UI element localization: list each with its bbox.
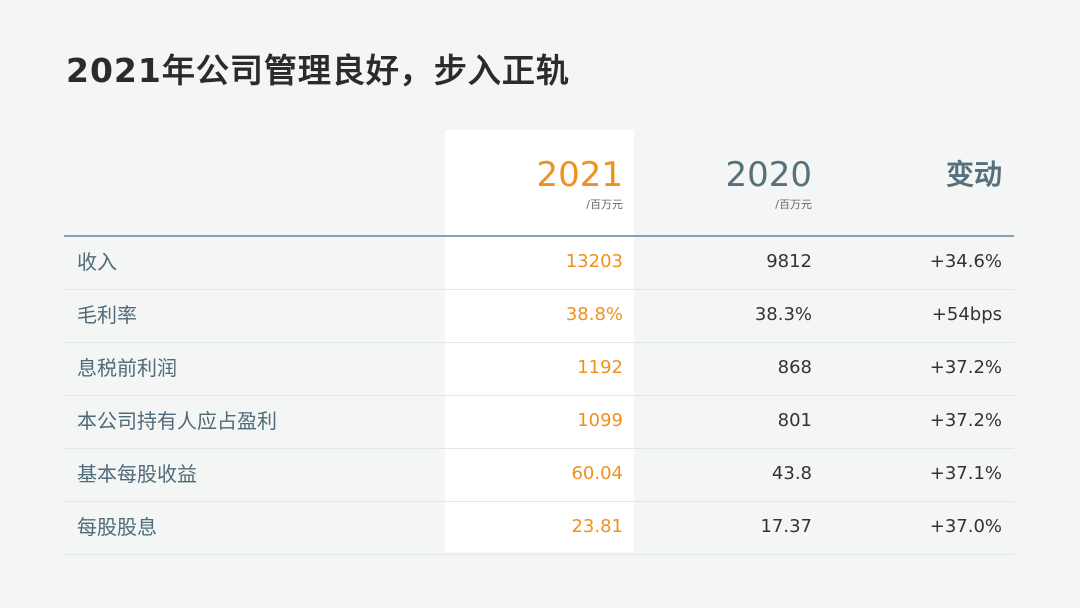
cell-2020: 9812	[766, 251, 812, 272]
row-label: 每股股息	[77, 515, 157, 539]
financial-table-body: 收入 13203 9812 +34.6% 毛利率 38.8% 38.3% +54…	[64, 237, 1014, 555]
cell-2020: 17.37	[760, 516, 812, 537]
table-row: 收入 13203 9812 +34.6%	[64, 237, 1014, 290]
table-row: 息税前利润 1192 868 +37.2%	[64, 343, 1014, 396]
column-header-2020-unit: /百万元	[775, 198, 812, 211]
cell-change: +34.6%	[929, 251, 1002, 272]
header-divider	[64, 235, 1014, 237]
column-highlight-2021	[445, 130, 634, 552]
column-header-2021: 2021 /百万元	[445, 158, 623, 212]
cell-2020: 868	[777, 357, 812, 378]
column-header-2020-label: 2020	[725, 155, 812, 195]
row-label: 毛利率	[77, 303, 137, 327]
cell-change: +54bps	[931, 304, 1002, 325]
page-title: 2021年公司管理良好，步入正轨	[66, 51, 570, 90]
column-header-2021-label: 2021	[536, 155, 623, 195]
row-label: 基本每股收益	[77, 462, 197, 486]
column-header-change: 变动	[812, 158, 1002, 192]
cell-2021: 13203	[565, 251, 623, 272]
cell-2021: 1099	[577, 410, 623, 431]
column-header-2020: 2020 /百万元	[634, 158, 812, 212]
table-row: 基本每股收益 60.04 43.8 +37.1%	[64, 449, 1014, 502]
row-label: 息税前利润	[77, 356, 177, 380]
cell-change: +37.1%	[929, 463, 1002, 484]
table-row: 本公司持有人应占盈利 1099 801 +37.2%	[64, 396, 1014, 449]
row-label: 收入	[77, 250, 117, 274]
column-header-2021-unit: /百万元	[586, 198, 623, 211]
column-header-change-label: 变动	[945, 158, 1002, 191]
row-label: 本公司持有人应占盈利	[77, 409, 277, 433]
cell-2021: 1192	[577, 357, 623, 378]
cell-change: +37.2%	[929, 357, 1002, 378]
table-row: 毛利率 38.8% 38.3% +54bps	[64, 290, 1014, 343]
cell-change: +37.2%	[929, 410, 1002, 431]
cell-2020: 43.8	[771, 463, 812, 484]
cell-2021: 23.81	[571, 516, 623, 537]
cell-2021: 38.8%	[565, 304, 623, 325]
table-row: 每股股息 23.81 17.37 +37.0%	[64, 502, 1014, 555]
cell-2020: 801	[777, 410, 812, 431]
cell-change: +37.0%	[929, 516, 1002, 537]
cell-2021: 60.04	[571, 463, 623, 484]
cell-2020: 38.3%	[754, 304, 812, 325]
